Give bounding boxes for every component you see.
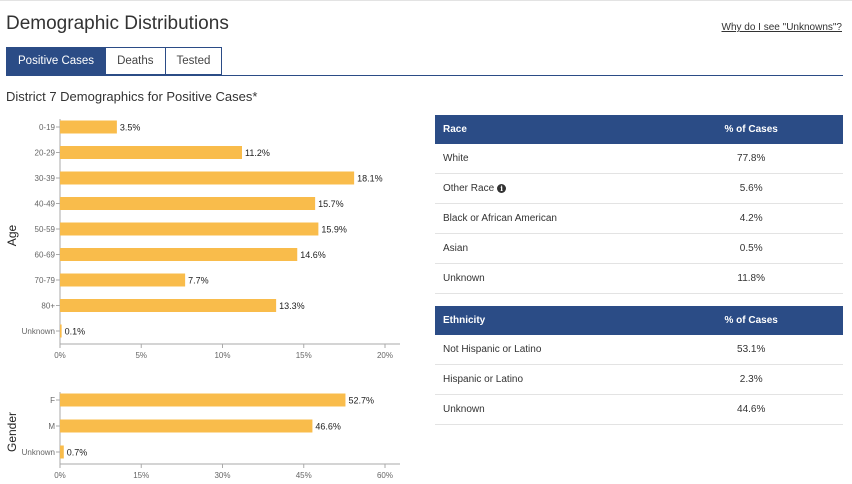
gender-value-label: 46.6% bbox=[315, 422, 341, 432]
race-label-text: Unknown bbox=[443, 273, 485, 284]
ethnicity-value: 53.1% bbox=[659, 335, 843, 365]
gender-x-tick-label: 30% bbox=[214, 471, 230, 480]
tab-deaths[interactable]: Deaths bbox=[106, 47, 166, 75]
gender-bar bbox=[60, 445, 64, 459]
age-axis-label: Age bbox=[5, 225, 19, 247]
race-label-text: Asian bbox=[443, 243, 469, 254]
age-category-label: 0-19 bbox=[39, 123, 56, 132]
race-value: 5.6% bbox=[659, 173, 843, 204]
gender-value-label: 0.7% bbox=[67, 448, 88, 458]
tab-bar: Positive Cases Deaths Tested bbox=[6, 47, 223, 75]
page-title: Demographic Distributions bbox=[6, 13, 229, 34]
unknowns-help-link[interactable]: Why do I see "Unknowns"? bbox=[721, 22, 843, 33]
race-label: Black or African American bbox=[435, 203, 660, 234]
table-row: Hispanic or Latino 2.3% bbox=[435, 364, 843, 395]
age-value-label: 13.3% bbox=[279, 301, 305, 311]
race-label: Unknown bbox=[435, 263, 660, 294]
age-bar bbox=[60, 120, 117, 134]
gender-category-label: Unknown bbox=[22, 448, 55, 457]
age-value-label: 15.9% bbox=[321, 225, 347, 235]
race-column-header: Race bbox=[435, 115, 660, 144]
race-label-text: Other Race bbox=[443, 183, 495, 194]
age-bar bbox=[60, 324, 62, 338]
age-value-label: 15.7% bbox=[318, 199, 344, 209]
age-category-label: 60-69 bbox=[35, 251, 56, 260]
ethnicity-label: Unknown bbox=[435, 394, 660, 425]
table-row: Asian 0.5% bbox=[435, 233, 843, 264]
age-bar-chart: Age 0% 5% 10% 15% 20% 0-19 3.5% 20-29 11.2% 30-39 1… bbox=[5, 119, 400, 360]
table-row: Black or African American 4.2% bbox=[435, 203, 843, 234]
gender-x-tick-label: 60% bbox=[377, 471, 393, 480]
age-bar bbox=[60, 299, 277, 312]
age-category-label: 30-39 bbox=[35, 174, 56, 183]
race-table: Race % of Cases White 77.8% Other Race i … bbox=[435, 115, 843, 294]
top-divider bbox=[0, 0, 852, 1]
gender-category-label: M bbox=[48, 422, 55, 431]
age-value-label: 0.1% bbox=[65, 327, 86, 337]
age-category-label: 80+ bbox=[41, 302, 55, 311]
age-bar bbox=[60, 197, 316, 210]
ethnicity-label: Not Hispanic or Latino bbox=[435, 335, 660, 365]
age-bar bbox=[60, 146, 242, 159]
ethnicity-table-header: Ethnicity % of Cases bbox=[435, 306, 843, 335]
race-label-text: Black or African American bbox=[443, 213, 557, 224]
race-label: Asian bbox=[435, 233, 660, 264]
tab-underline bbox=[6, 75, 843, 76]
age-bar bbox=[60, 248, 298, 261]
race-value: 4.2% bbox=[659, 203, 843, 234]
info-icon[interactable]: i bbox=[497, 184, 507, 193]
gender-value-label: 52.7% bbox=[348, 396, 374, 406]
age-bar bbox=[60, 171, 355, 185]
tab-positive-cases[interactable]: Positive Cases bbox=[6, 47, 107, 75]
race-value: 11.8% bbox=[659, 263, 843, 294]
gender-axis-label: Gender bbox=[5, 412, 19, 452]
tab-tested[interactable]: Tested bbox=[165, 47, 223, 75]
age-x-tick-label: 20% bbox=[377, 351, 393, 360]
age-value-label: 3.5% bbox=[120, 123, 141, 133]
age-category-label: 70-79 bbox=[35, 276, 56, 285]
gender-bar bbox=[60, 393, 346, 407]
age-value-label: 11.2% bbox=[245, 148, 270, 158]
table-row: Unknown 44.6% bbox=[435, 394, 843, 425]
age-category-label: 50-59 bbox=[35, 225, 56, 234]
age-value-label: 18.1% bbox=[357, 174, 383, 184]
ethnicity-label: Hispanic or Latino bbox=[435, 364, 660, 395]
age-x-tick-label: 0% bbox=[54, 351, 66, 360]
age-bar bbox=[60, 222, 319, 236]
gender-x-tick-label: 0% bbox=[54, 471, 66, 480]
age-value-label: 7.7% bbox=[188, 276, 209, 286]
ethnicity-value: 2.3% bbox=[659, 364, 843, 395]
race-label-text: White bbox=[443, 153, 469, 164]
race-value: 77.8% bbox=[659, 144, 843, 174]
ethnicity-column-header: Ethnicity bbox=[435, 306, 660, 335]
age-x-tick-label: 10% bbox=[214, 351, 230, 360]
table-row: Other Race i 5.6% bbox=[435, 173, 843, 204]
age-category-label: Unknown bbox=[22, 327, 55, 336]
gender-bar-chart: Gender 0% 15% 30% 45% 60% F 52.7% M 46.6% Unknown 0… bbox=[5, 392, 400, 480]
table-row: Not Hispanic or Latino 53.1% bbox=[435, 335, 843, 365]
gender-x-tick-label: 45% bbox=[296, 471, 312, 480]
race-pct-column-header: % of Cases bbox=[659, 115, 843, 144]
age-category-label: 40-49 bbox=[35, 200, 56, 209]
gender-x-tick-label: 15% bbox=[133, 471, 149, 480]
age-bar bbox=[60, 273, 186, 287]
ethnicity-table: Ethnicity % of Cases Not Hispanic or Lat… bbox=[435, 306, 843, 425]
age-category-label: 20-29 bbox=[35, 149, 56, 158]
ethnicity-pct-column-header: % of Cases bbox=[659, 306, 843, 335]
race-label: Other Race i bbox=[435, 173, 660, 204]
race-table-header: Race % of Cases bbox=[435, 115, 843, 144]
gender-bar bbox=[60, 419, 313, 433]
table-row: White 77.8% bbox=[435, 144, 843, 174]
race-value: 0.5% bbox=[659, 233, 843, 264]
age-value-label: 14.6% bbox=[300, 250, 326, 260]
race-label: White bbox=[435, 144, 660, 174]
table-row: Unknown 11.8% bbox=[435, 263, 843, 294]
age-x-tick-label: 15% bbox=[296, 351, 312, 360]
gender-category-label: F bbox=[50, 396, 55, 405]
age-x-tick-label: 5% bbox=[135, 351, 147, 360]
section-subtitle: District 7 Demographics for Positive Cas… bbox=[6, 89, 258, 104]
ethnicity-value: 44.6% bbox=[659, 394, 843, 425]
